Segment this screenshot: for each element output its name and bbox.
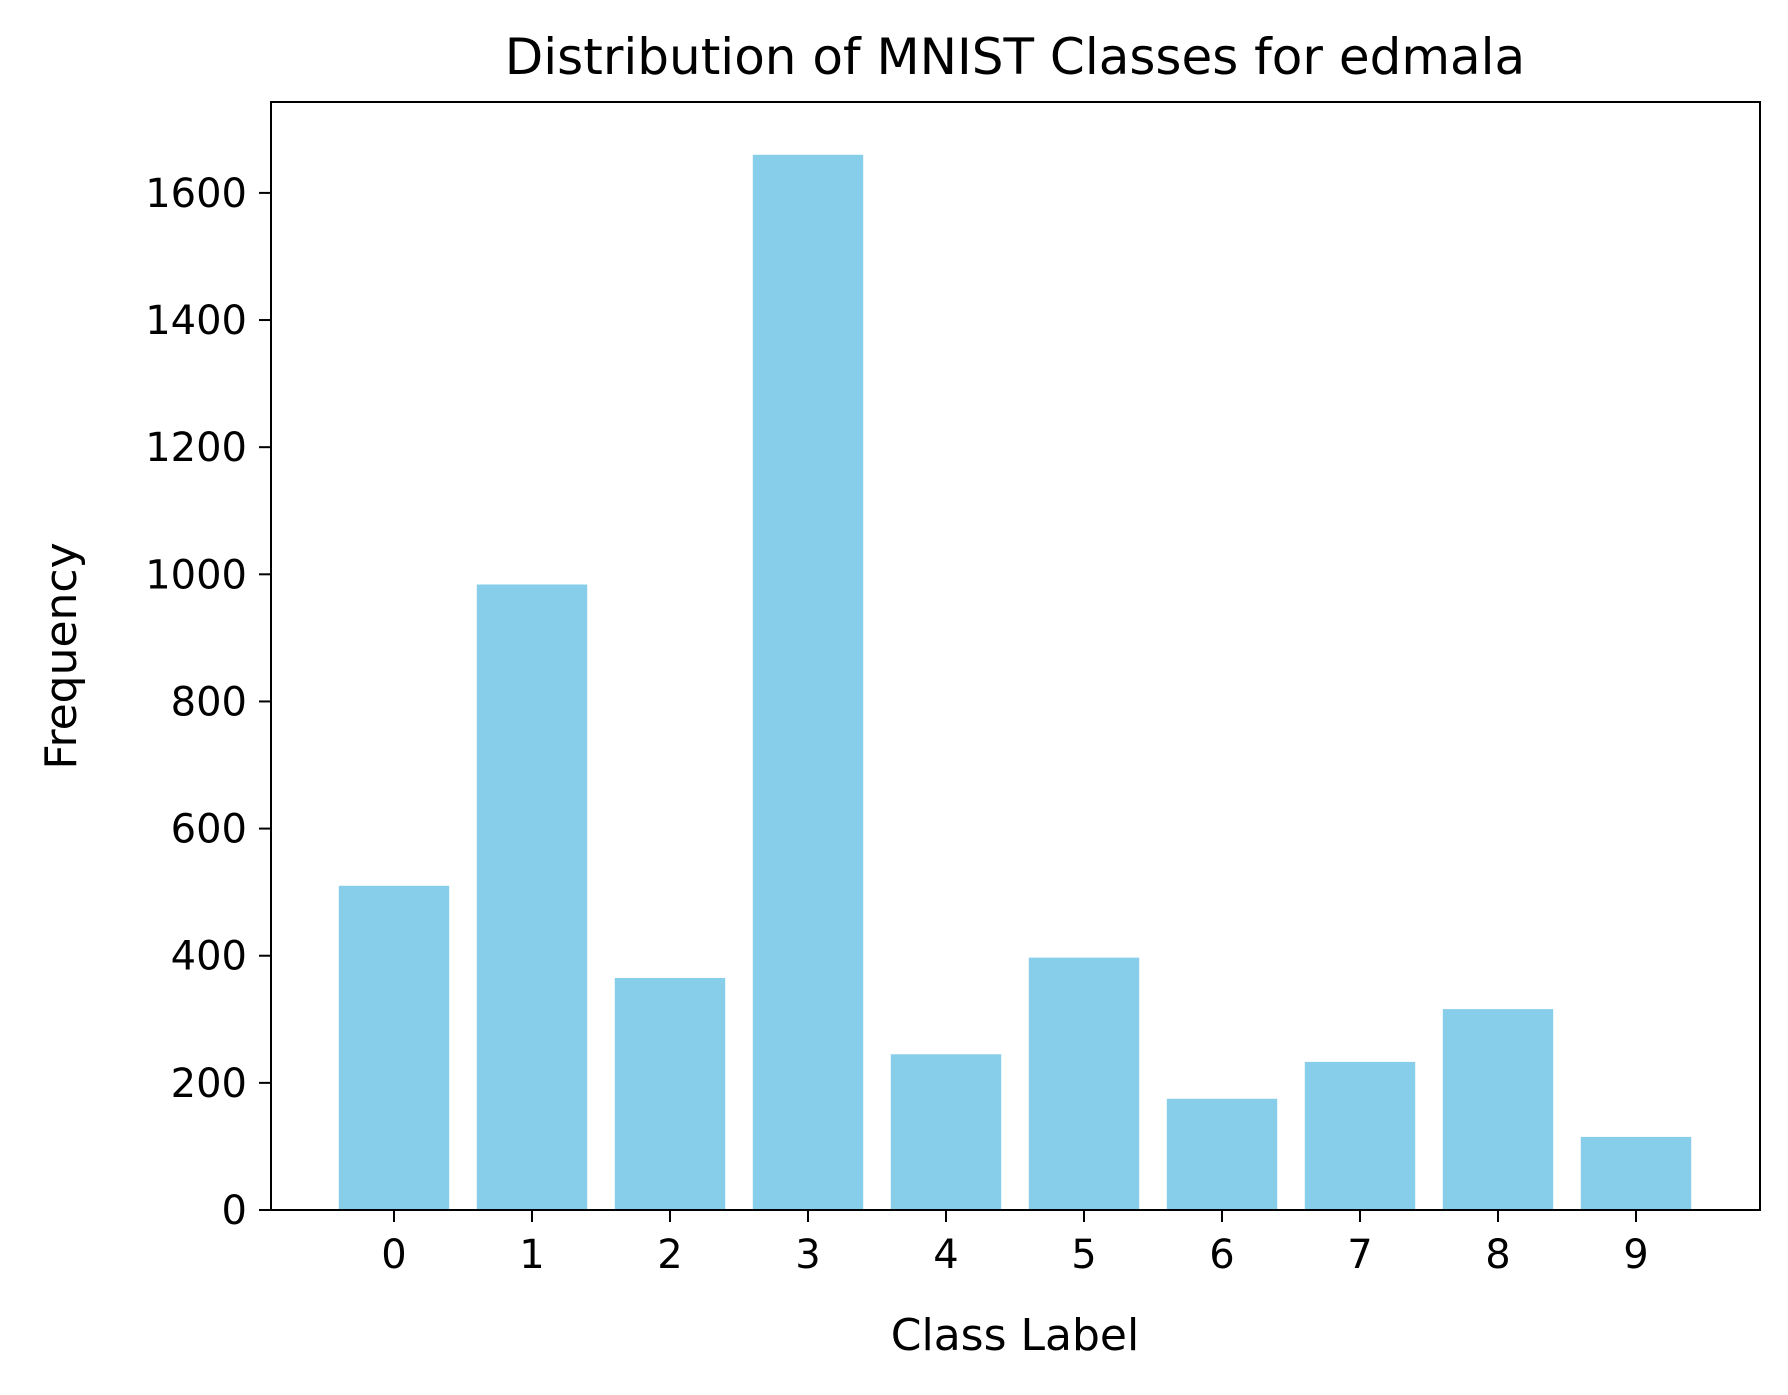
x-tick-label: 9 bbox=[1623, 1232, 1648, 1278]
x-tick-label: 2 bbox=[657, 1232, 682, 1278]
bars-group bbox=[338, 154, 1692, 1210]
x-axis-ticks: 0 1 2 3 4 5 6 7 8 9 bbox=[381, 1210, 1649, 1278]
bar-7 bbox=[1304, 1061, 1416, 1210]
bar-1 bbox=[476, 584, 588, 1210]
y-tick-label: 400 bbox=[171, 934, 247, 980]
y-axis-label: Frequency bbox=[36, 542, 87, 769]
y-tick-label: 600 bbox=[171, 807, 247, 853]
x-tick-label: 4 bbox=[933, 1232, 958, 1278]
bar-0 bbox=[338, 885, 450, 1210]
bar-6 bbox=[1166, 1098, 1278, 1210]
x-axis-label: Class Label bbox=[891, 1310, 1139, 1361]
y-tick-label: 1200 bbox=[145, 425, 247, 471]
y-tick-label: 1000 bbox=[145, 552, 247, 598]
bar-8 bbox=[1442, 1009, 1554, 1210]
bar-9 bbox=[1580, 1136, 1692, 1210]
y-tick-label: 0 bbox=[222, 1188, 247, 1234]
bar-2 bbox=[614, 977, 726, 1210]
x-tick-label: 3 bbox=[795, 1232, 820, 1278]
y-tick-label: 1400 bbox=[145, 298, 247, 344]
bar-5 bbox=[1028, 957, 1140, 1210]
x-tick-label: 5 bbox=[1071, 1232, 1096, 1278]
chart-title: Distribution of MNIST Classes for edmala bbox=[505, 28, 1525, 86]
y-tick-label: 1600 bbox=[145, 171, 247, 217]
x-tick-label: 0 bbox=[381, 1232, 406, 1278]
plot-frame bbox=[270, 101, 1761, 1211]
x-tick-label: 1 bbox=[519, 1232, 544, 1278]
y-tick-label: 800 bbox=[171, 679, 247, 725]
y-tick-label: 200 bbox=[171, 1061, 247, 1107]
x-tick-label: 6 bbox=[1209, 1232, 1234, 1278]
y-axis-ticks: 0 200 400 600 800 1000 1200 1400 1600 bbox=[145, 171, 271, 1234]
bar-4 bbox=[890, 1054, 1002, 1210]
x-tick-label: 8 bbox=[1485, 1232, 1510, 1278]
x-tick-label: 7 bbox=[1347, 1232, 1372, 1278]
bar-3 bbox=[752, 154, 864, 1210]
